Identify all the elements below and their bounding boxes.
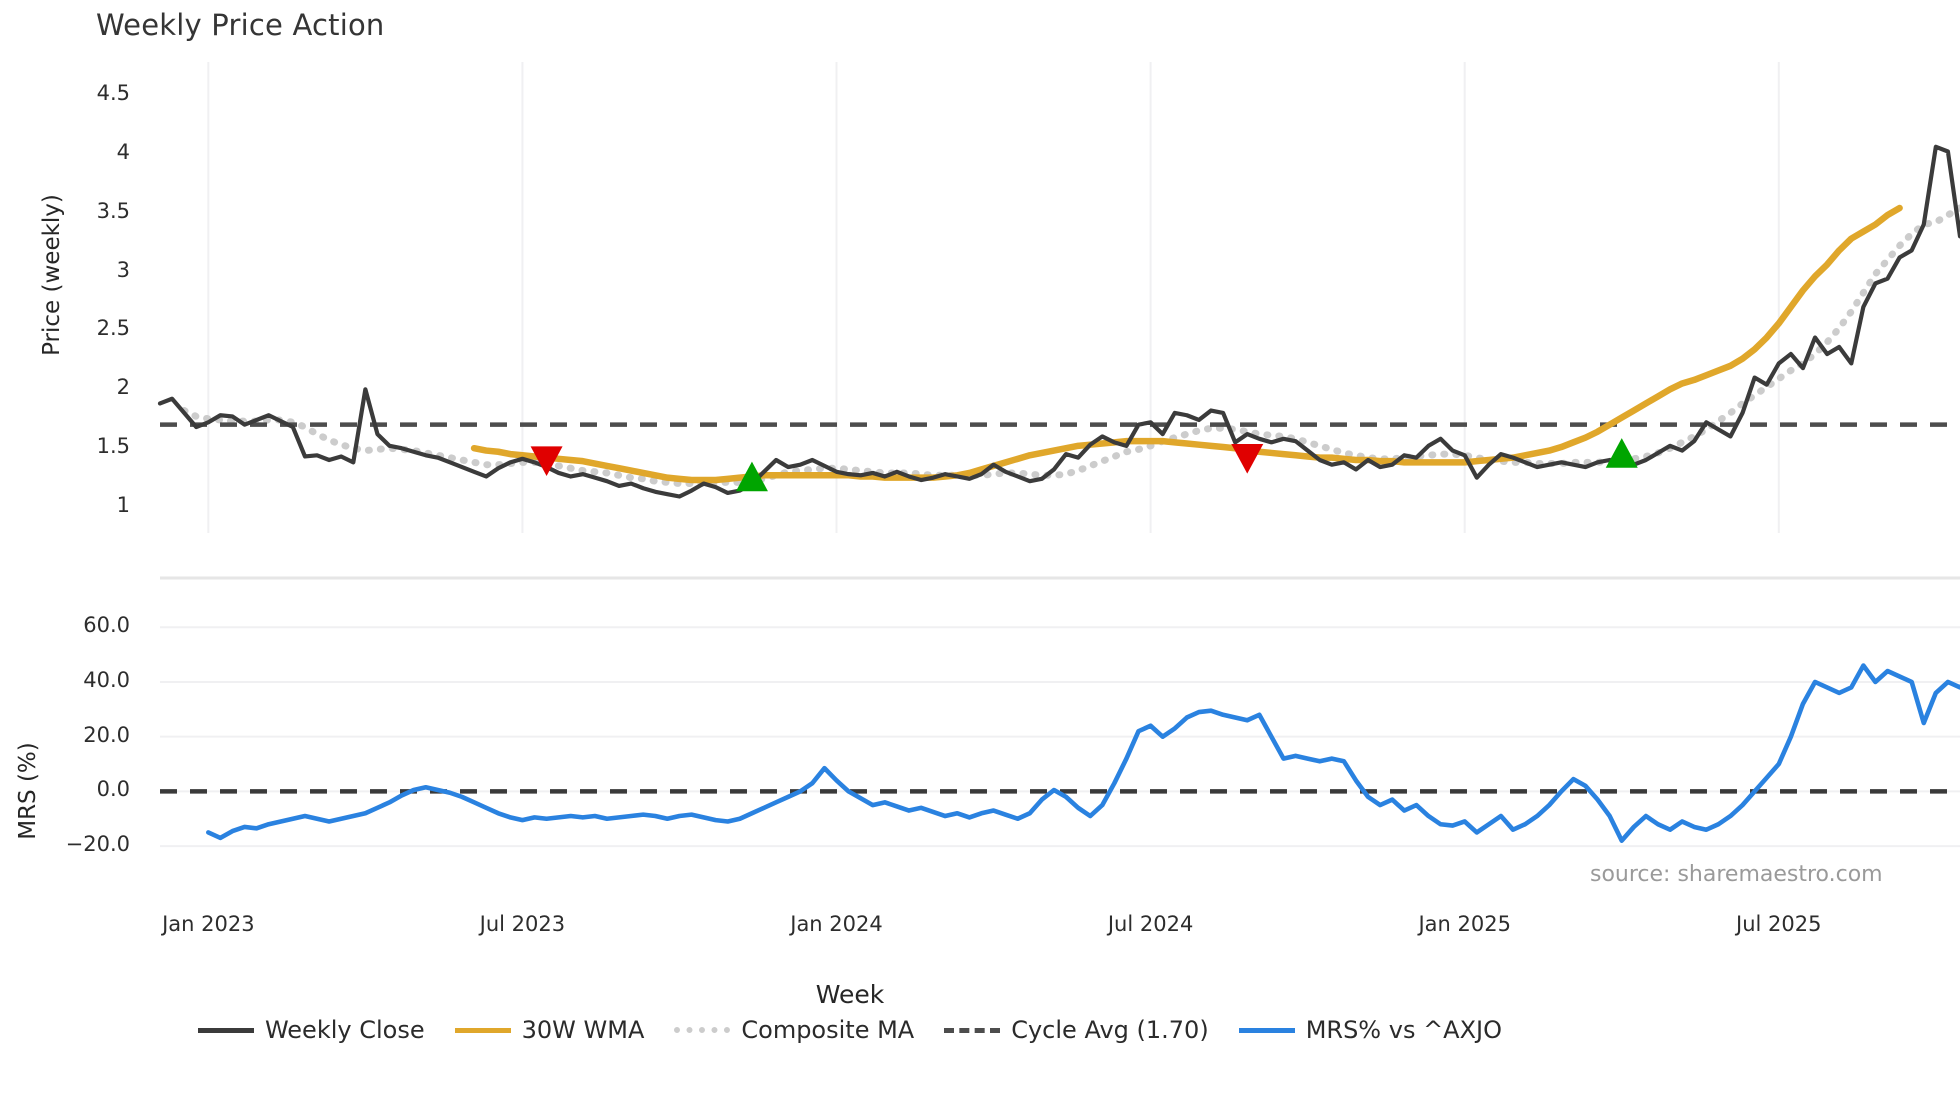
x-tick-3: Jul 2024 (1107, 912, 1194, 936)
x-tick-4: Jan 2025 (1418, 912, 1511, 936)
x-axis-label: Week (815, 980, 885, 1009)
weekly-close-line (157, 144, 1960, 499)
legend-label-0: Weekly Close (264, 1016, 425, 1044)
source-watermark: source: sharemaestro.com (1590, 862, 1883, 887)
price-ytick-6: 1.5 (96, 434, 130, 459)
x-tick-2: Jan 2024 (790, 912, 883, 936)
legend-swatch-1 (454, 1027, 511, 1033)
chart-legend: Weekly Close 30W WMA Composite MA Cycle Avg… (0, 1016, 1700, 1044)
legend-item-1[interactable]: 30W WMA (454, 1016, 645, 1044)
price-ytick-1: 4 (116, 139, 130, 164)
legend-item-2[interactable]: Composite MA (674, 1016, 914, 1044)
legend-swatch-0 (197, 1027, 254, 1033)
legend-label-2: Composite MA (741, 1016, 915, 1044)
legend-item-3[interactable]: Cycle Avg (1.70) (944, 1016, 1209, 1044)
x-tick-5: Jul 2025 (1736, 912, 1822, 936)
buy-marker-1 (735, 461, 768, 492)
buy-marker-3 (1605, 438, 1638, 468)
x-tick-1: Jul 2023 (479, 912, 566, 936)
wma-line (470, 204, 1903, 484)
legend-label-3: Cycle Avg (1.70) (1011, 1016, 1209, 1044)
mrs-ytick-3: 0.0 (96, 777, 130, 802)
mrs-ytick-2: 20.0 (83, 722, 130, 747)
x-tick-0: Jan 2023 (162, 912, 255, 936)
mrs-ytick-1: 40.0 (83, 667, 130, 692)
price-ytick-5: 2 (116, 375, 130, 400)
legend-label-1: 30W WMA (521, 1016, 645, 1044)
legend-item-0[interactable]: Weekly Close (197, 1016, 425, 1044)
legend-item-4[interactable]: MRS% vs ^AXJO (1238, 1016, 1503, 1044)
sell-marker-2 (1231, 444, 1264, 474)
mrs-line (206, 663, 1960, 843)
chart-title: Weekly Price Action (96, 8, 385, 42)
price-ytick-7: 1 (116, 493, 130, 518)
legend-swatch-3 (944, 1027, 1001, 1033)
price-ytick-4: 2.5 (96, 316, 130, 341)
mrs-ytick-4: −20.0 (65, 832, 130, 857)
sell-marker-0 (530, 446, 563, 476)
legend-swatch-4 (1238, 1027, 1295, 1033)
legend-swatch-2 (674, 1027, 731, 1033)
composite-ma-line (180, 204, 1960, 488)
legend-label-4: MRS% vs ^AXJO (1305, 1016, 1503, 1044)
price-ytick-2: 3.5 (96, 198, 130, 223)
price-ytick-0: 4.5 (96, 80, 130, 105)
mrs-ytick-0: 60.0 (83, 613, 130, 638)
price-ytick-3: 3 (116, 257, 130, 282)
